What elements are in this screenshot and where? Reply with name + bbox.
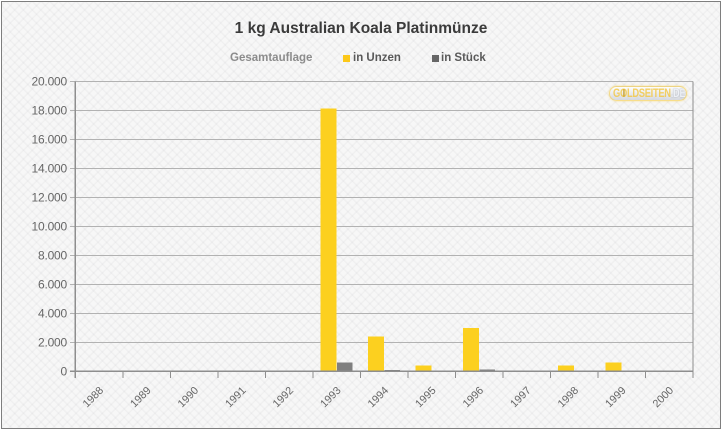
svg-text:1990: 1990	[176, 385, 201, 410]
svg-text:14.000: 14.000	[31, 162, 67, 176]
svg-text:1988: 1988	[81, 385, 106, 410]
svg-text:1992: 1992	[271, 385, 296, 410]
svg-text:1989: 1989	[128, 385, 153, 410]
svg-text:8.000: 8.000	[38, 248, 68, 262]
svg-text:0: 0	[61, 364, 68, 378]
svg-text:2000: 2000	[651, 385, 676, 410]
svg-text:1995: 1995	[413, 385, 438, 410]
svg-text:1991: 1991	[223, 385, 248, 410]
svg-text:1994: 1994	[366, 385, 391, 410]
svg-text:20.000: 20.000	[31, 75, 67, 89]
svg-text:12.000: 12.000	[31, 191, 67, 205]
svg-text:1999: 1999	[603, 385, 628, 410]
svg-text:1993: 1993	[318, 385, 343, 410]
svg-text:18.000: 18.000	[31, 104, 67, 118]
svg-text:1997: 1997	[508, 385, 533, 410]
svg-text:10.000: 10.000	[31, 219, 67, 233]
svg-text:1998: 1998	[556, 385, 581, 410]
svg-text:4.000: 4.000	[38, 306, 68, 320]
svg-text:16.000: 16.000	[31, 133, 67, 147]
svg-text:6.000: 6.000	[38, 277, 68, 291]
svg-text:1996: 1996	[461, 385, 486, 410]
svg-text:2.000: 2.000	[38, 335, 68, 349]
